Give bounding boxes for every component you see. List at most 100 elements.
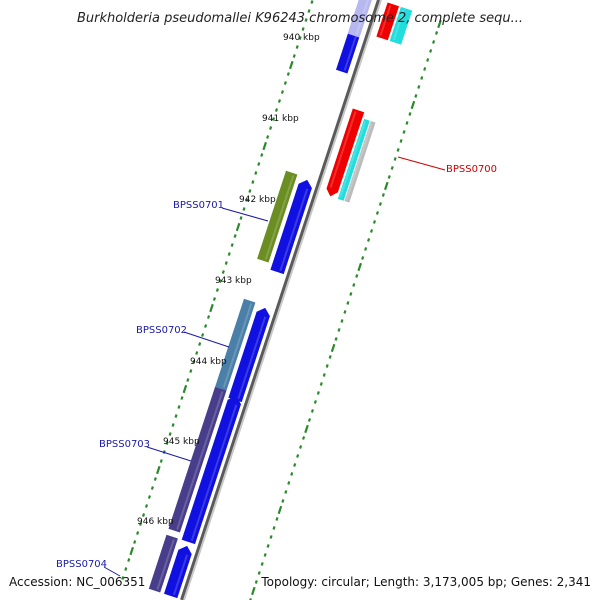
tick-mark-left — [127, 558, 131, 562]
cds-feature-forward[interactable] — [181, 395, 241, 545]
gene-feature-bpss0703-shade — [176, 391, 224, 530]
cyan-feature[interactable] — [337, 118, 370, 201]
cyan-feature-shade — [339, 121, 367, 198]
tick-mark-right — [343, 310, 347, 314]
tick-mark-right — [381, 193, 385, 197]
tick-mark-right — [361, 256, 365, 260]
tick-mark-right — [263, 553, 267, 557]
tick-mark-right — [304, 424, 309, 434]
tick-mark-left — [277, 99, 282, 103]
cds-feature-forward-shade — [190, 404, 238, 542]
gene-feature-bpss0702-shade — [222, 303, 253, 388]
tick-mark-left — [212, 297, 216, 301]
kbp-tick-marks — [121, 0, 442, 600]
tick-mark-right — [313, 400, 317, 404]
tick-mark-left — [218, 279, 222, 283]
tick-mark-right — [375, 211, 379, 215]
tick-mark-left — [180, 396, 184, 400]
kbp-label-941: 941 kbp — [262, 114, 299, 124]
tick-mark-left — [186, 378, 190, 382]
tick-mark-left — [260, 153, 264, 157]
gray-feature[interactable] — [344, 121, 376, 203]
cds-feature-faded-shade — [355, 0, 369, 35]
tick-mark-right — [346, 301, 350, 305]
tick-mark-left — [159, 459, 163, 463]
tick-mark-left — [307, 9, 311, 13]
cds-feature-reverse[interactable] — [376, 2, 399, 41]
tick-mark-right — [299, 445, 303, 449]
leader-bpss0703 — [146, 446, 192, 462]
gene-label-bpss0703[interactable]: BPSS0703 — [99, 439, 150, 450]
tick-mark-left — [227, 252, 231, 256]
tick-mark-right — [251, 586, 256, 596]
gene-label-bpss0700[interactable]: BPSS0700 — [446, 164, 497, 175]
labels: 940 kbp 941 kbp 942 kbp 943 kbp 944 kbp … — [56, 33, 497, 570]
chromosome-backbone — [180, 0, 382, 600]
backbone-line — [183, 0, 382, 600]
gene-label-bpss0702[interactable]: BPSS0702 — [136, 325, 187, 336]
tick-mark-right — [387, 175, 391, 179]
tick-mark-right — [307, 418, 312, 422]
tick-mark-left — [124, 567, 128, 571]
tick-mark-right — [399, 139, 403, 143]
tick-mark-left — [269, 126, 273, 130]
tick-mark-right — [287, 481, 291, 485]
kbp-label-944: 944 kbp — [190, 357, 227, 367]
gene-feature-bpss0703[interactable] — [168, 386, 227, 533]
gene-feature-bpss0701[interactable] — [257, 170, 298, 263]
tick-mark-left — [242, 207, 246, 211]
tick-mark-left — [168, 432, 172, 436]
gene-label-bpss0701[interactable]: BPSS0701 — [173, 200, 224, 211]
tick-mark-left — [286, 72, 290, 76]
tick-mark-left — [215, 288, 219, 292]
tick-mark-left — [235, 222, 241, 232]
kbp-label-943: 943 kbp — [215, 276, 252, 286]
tick-mark-left — [147, 495, 151, 499]
tick-mark-left — [174, 414, 178, 418]
tick-mark-left — [121, 576, 125, 580]
tick-mark-right — [293, 463, 297, 467]
tick-mark-left — [257, 162, 261, 166]
tick-mark-left — [310, 0, 314, 4]
tick-mark-right — [340, 319, 344, 323]
tick-mark-left — [198, 342, 202, 346]
tick-mark-right — [337, 328, 341, 332]
label-leader-lines — [103, 156, 446, 577]
cyan-feature[interactable] — [389, 6, 413, 45]
cds-feature-forward-shade — [279, 188, 309, 272]
tick-mark-left — [304, 18, 308, 22]
tick-mark-right — [367, 238, 371, 242]
tick-mark-right — [257, 571, 261, 575]
gene-label-bpss0704[interactable]: BPSS0704 — [56, 559, 107, 570]
cds-feature-forward[interactable] — [270, 179, 312, 275]
gene-feature-bpss0704[interactable] — [148, 534, 178, 593]
cds-feature-forward[interactable] — [164, 545, 192, 599]
tick-mark-right — [390, 166, 394, 170]
tick-mark-left — [207, 315, 211, 319]
tick-mark-right — [281, 499, 285, 503]
tick-mark-left — [171, 423, 175, 427]
tick-mark-left — [251, 180, 255, 184]
tick-mark-right — [402, 130, 406, 134]
tick-mark-left — [301, 27, 305, 31]
cds-feature-forward[interactable] — [228, 307, 270, 403]
cds-feature-reverse[interactable] — [326, 108, 365, 197]
cds-feature-reverse-shade — [329, 111, 357, 188]
tick-mark-right — [266, 544, 270, 548]
gene-feature-bpss0702[interactable] — [215, 298, 256, 391]
tick-mark-right — [429, 49, 433, 53]
tick-mark-right — [328, 355, 332, 359]
tick-mark-left — [274, 108, 279, 112]
tick-mark-right — [349, 292, 353, 296]
gene-feature-bpss0704-shade — [156, 539, 175, 590]
leader-bpss0702 — [183, 331, 230, 348]
tick-mark-left — [192, 360, 196, 364]
tick-mark-left — [182, 384, 188, 394]
tick-mark-right — [414, 94, 418, 98]
cds-feature-faded[interactable] — [347, 0, 373, 38]
tick-mark-right — [378, 202, 382, 206]
tick-mark-left — [262, 141, 267, 151]
tick-mark-right — [272, 526, 276, 530]
tick-mark-right — [322, 373, 326, 377]
leader-bpss0700 — [397, 156, 446, 171]
